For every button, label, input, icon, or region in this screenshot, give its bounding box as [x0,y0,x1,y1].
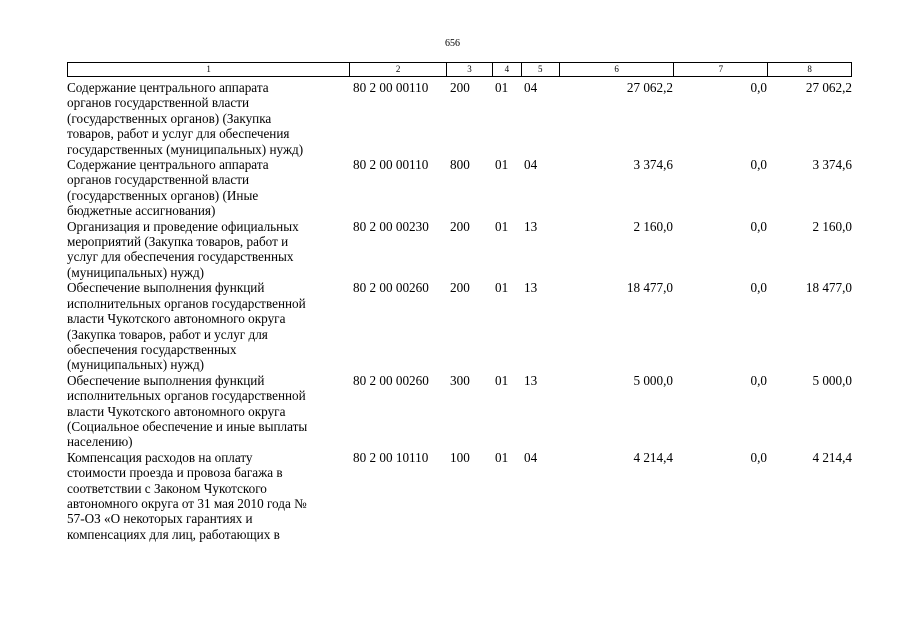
row-code: 80 2 00 00110 [353,80,429,95]
table-row: Содержание центрального аппарата органов … [67,80,852,157]
row-name-line: органов государственной власти [67,172,250,188]
header-col-3: 3 [447,63,493,76]
row-name-line: 57-ОЗ «О некоторых гарантиях и [67,511,253,527]
row-name-line: Содержание центрального аппарата [67,80,269,95]
row-name-line: населению) [67,434,133,450]
table-row: Компенсация расходов на оплату стоимости … [67,450,852,542]
row-col-3: 800 [450,157,470,173]
row-col-7: 0,0 [750,80,767,95]
header-col-7: 7 [674,63,769,76]
table-row: Обеспечение выполнения функций исполнител… [67,373,852,450]
row-name-line: власти Чукотского автономного округа [67,403,286,419]
row-code: 80 2 00 00260 [353,372,429,388]
row-code: 80 2 00 00260 [353,280,429,296]
row-col-6: 2 160,0 [633,218,673,234]
row-col-4: 01 [495,372,509,388]
row-name-line: товаров, работ и услуг для обеспечения [67,126,290,142]
row-name: Обеспечение выполнения функций исполнител… [67,280,350,372]
row-name-line: (государственных органов) (Иные [67,187,259,203]
row-col-4: 01 [495,218,509,234]
row-name-line: Компенсация расходов на оплату [67,449,253,465]
row-name-line: (Закупка товаров, работ и услуг для [67,326,268,342]
header-col-6: 6 [560,63,675,76]
row-name-line: исполнительных органов государственной [67,388,306,404]
row-name: Содержание центрального аппарата органов … [67,157,350,219]
row-col-3: 200 [450,280,470,296]
row-code: 80 2 00 10110 [353,449,429,465]
row-name-line: компенсациях для лиц, работающих в [67,526,280,542]
row-name-line: обеспечения государственных [67,341,237,357]
header-col-8: 8 [807,64,812,74]
row-name-line: Обеспечение выполнения функций [67,280,265,296]
row-col-8: 5 000,0 [812,372,852,388]
row-name-line: (Социальное обеспечение и иные выплаты [67,418,308,434]
row-col-7: 0,0 [750,157,767,173]
row-col-3: 100 [450,449,470,465]
row-col-3: 200 [450,218,470,234]
row-col-6: 5 000,0 [633,372,673,388]
header-col-2: 2 [350,63,448,76]
row-name: Организация и проведение официальных меро… [67,219,350,281]
row-name-line: (муниципальных) нужд) [67,264,205,280]
row-col-6: 3 374,6 [633,157,673,173]
table-row: Организация и проведение официальных меро… [67,219,852,281]
row-col-8: 27 062,2 [805,80,852,95]
row-col-8: 4 214,4 [812,449,852,465]
row-code: 80 2 00 00230 [353,218,429,234]
row-name: Компенсация расходов на оплату стоимости … [67,450,350,542]
row-col-6: 27 062,2 [626,80,673,95]
row-col-5: 04 [524,157,538,173]
row-col-4: 01 [495,157,509,173]
table-row: Обеспечение выполнения функций исполнител… [67,280,852,372]
row-col-3: 300 [450,372,470,388]
row-name-line: услуг для обеспечения государственных [67,249,294,265]
table-header: 1 2 3 4 5 6 7 8 [67,62,852,77]
row-col-4: 01 [495,449,509,465]
row-name-line: соответствии с Законом Чукотского [67,480,267,496]
table-row: Содержание центрального аппарата органов … [67,157,852,219]
row-col-4: 01 [495,280,509,296]
row-col-8: 18 477,0 [805,280,852,296]
row-name-line: (государственных органов) (Закупка [67,110,272,126]
row-name-line: стоимости проезда и провоза багажа в [67,465,283,481]
header-col-4: 4 [493,63,522,76]
row-col-5: 04 [524,449,538,465]
row-name-line: бюджетные ассигнования) [67,203,216,219]
row-col-4: 01 [495,80,509,95]
row-col-5: 13 [524,218,538,234]
row-col-7: 0,0 [750,280,767,296]
row-name-line: Содержание центрального аппарата [67,157,269,173]
table-body: Содержание центрального аппарата органов … [67,80,852,542]
row-col-6: 18 477,0 [626,280,673,296]
row-code: 80 2 00 00110 [353,157,429,173]
row-name-line: мероприятий (Закупка товаров, работ и [67,234,289,250]
row-name: Обеспечение выполнения функций исполнител… [67,373,350,450]
row-col-7: 0,0 [750,218,767,234]
row-col-3: 200 [450,80,470,95]
row-name: Содержание центрального аппарата органов … [67,80,350,157]
row-col-7: 0,0 [750,372,767,388]
row-col-5: 04 [524,80,538,95]
row-col-7: 0,0 [750,449,767,465]
page-number: 656 [445,38,460,49]
row-name-line: Обеспечение выполнения функций [67,372,265,388]
row-col-6: 4 214,4 [633,449,673,465]
row-name-line: исполнительных органов государственной [67,295,306,311]
row-name-line: автономного округа от 31 мая 2010 года № [67,495,307,511]
row-col-8: 2 160,0 [812,218,852,234]
header-col-1: 1 [68,63,351,76]
row-name-line: (муниципальных) нужд) [67,357,205,373]
row-col-5: 13 [524,280,538,296]
row-name-line: власти Чукотского автономного округа [67,311,286,327]
row-name-line: органов государственной власти [67,95,250,111]
row-name-line: Организация и проведение официальных [67,218,299,234]
header-col-5: 5 [522,63,560,76]
row-col-8: 3 374,6 [812,157,852,173]
row-name-line: государственных (муниципальных) нужд) [67,141,304,157]
row-col-5: 13 [524,372,538,388]
